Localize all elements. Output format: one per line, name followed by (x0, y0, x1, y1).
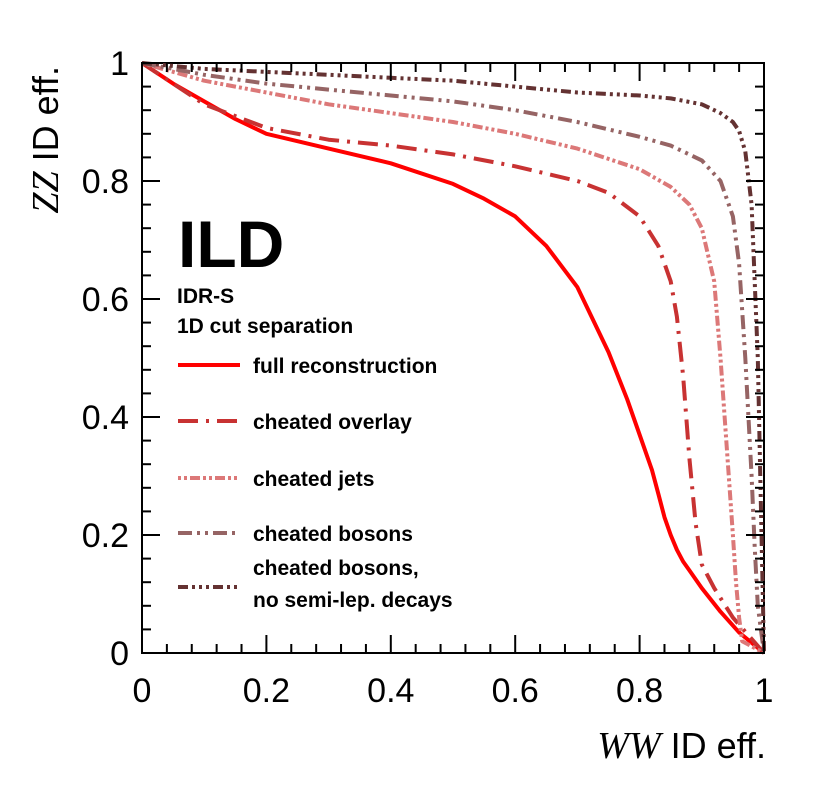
x-axis-title-rest: ID eff. (671, 725, 766, 766)
series-line-4 (141, 61, 766, 654)
experiment-label: ILD (178, 207, 284, 281)
y-tick-label-4: 0.8 (82, 163, 129, 201)
x-tick-label-5: 1 (755, 672, 774, 710)
legend-label-0: full reconstruction (253, 355, 437, 378)
x-tick-label-4: 0.8 (616, 672, 663, 710)
x-tick-label-2: 0.4 (367, 672, 414, 710)
y-tick-label-2: 0.4 (82, 399, 129, 437)
legend-label-4-line-0: cheated bosons, (253, 557, 419, 580)
y-axis-title: ZZ ID eff. (25, 66, 67, 214)
y-tick-label-5: 1 (110, 45, 129, 83)
series-line-3 (141, 61, 766, 654)
series-line-2 (141, 61, 765, 655)
series-line-1 (140, 61, 766, 655)
series-line-0 (140, 61, 766, 655)
y-tick-label-3: 0.6 (82, 281, 129, 319)
annotation-line-2: 1D cut separation (177, 315, 353, 338)
x-axis-title-italic: WW (597, 725, 664, 767)
y-axis-title-rest: ID eff. (25, 66, 66, 161)
y-tick-label-0: 0 (110, 635, 129, 673)
annotation-line-1: IDR-S (177, 285, 234, 308)
legend: full reconstruction cheated overlay cheate… (178, 355, 453, 612)
plot-frame (141, 62, 765, 654)
legend-label-3: cheated bosons (253, 523, 413, 546)
legend-label-2: cheated jets (253, 468, 374, 491)
x-tick-label-3: 0.6 (492, 672, 539, 710)
ticks (141, 62, 765, 654)
x-tick-label-1: 0.2 (243, 672, 290, 710)
y-tick-label-1: 0.2 (82, 517, 129, 555)
legend-label-4-line-1: no semi-lep. decays (253, 589, 453, 612)
y-axis-title-italic: ZZ (25, 171, 67, 214)
x-tick-label-0: 0 (133, 672, 152, 710)
legend-label-1: cheated overlay (253, 411, 412, 434)
curves (140, 61, 766, 655)
plot-area (141, 62, 765, 654)
tick-labels: 0 0.2 0.4 0.6 0.8 1 0 0.2 0.4 0.6 0.8 1 (82, 45, 774, 710)
x-axis-title: WW ID eff. (597, 725, 766, 767)
